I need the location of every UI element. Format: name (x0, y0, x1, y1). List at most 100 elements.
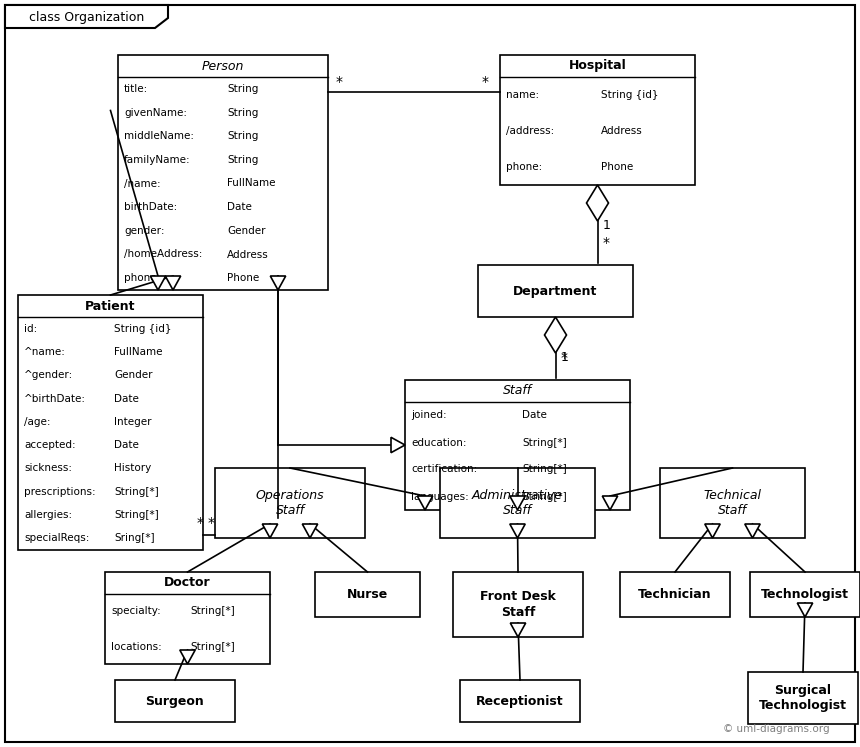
Text: Phone: Phone (601, 162, 634, 172)
Bar (315, 572, 420, 617)
Bar (500, 55, 695, 185)
Text: /homeAddress:: /homeAddress: (124, 249, 202, 259)
Bar (478, 265, 633, 317)
Text: Date: Date (227, 202, 252, 212)
Bar (460, 680, 580, 722)
Text: String {id}: String {id} (601, 90, 659, 100)
Text: Front Desk
Staff: Front Desk Staff (480, 590, 556, 619)
Text: String[*]: String[*] (522, 438, 567, 447)
Polygon shape (587, 185, 609, 221)
Polygon shape (510, 623, 525, 637)
Polygon shape (5, 5, 168, 28)
Bar (215, 468, 365, 538)
Text: Technician: Technician (638, 588, 712, 601)
Bar (18, 295, 203, 550)
Bar (748, 672, 858, 724)
Text: prescriptions:: prescriptions: (24, 487, 95, 497)
Bar (105, 572, 270, 664)
Text: /age:: /age: (24, 417, 51, 427)
Bar (750, 572, 860, 617)
Text: String[*]: String[*] (522, 492, 567, 501)
Text: accepted:: accepted: (24, 440, 76, 450)
Text: © uml-diagrams.org: © uml-diagrams.org (723, 724, 830, 734)
Text: phone:: phone: (124, 273, 160, 283)
Text: specialReqs:: specialReqs: (24, 533, 89, 543)
Polygon shape (391, 437, 405, 453)
Text: familyName:: familyName: (124, 155, 191, 165)
Text: birthDate:: birthDate: (124, 202, 177, 212)
Text: Hospital: Hospital (568, 60, 626, 72)
Text: Technologist: Technologist (761, 588, 849, 601)
Text: id:: id: (24, 323, 37, 334)
Bar (453, 572, 583, 637)
Text: String: String (227, 155, 259, 165)
Text: String[*]: String[*] (114, 510, 159, 520)
Text: FullName: FullName (114, 347, 163, 357)
Text: Gender: Gender (227, 226, 266, 236)
Text: Patient: Patient (85, 300, 136, 312)
Text: Date: Date (522, 411, 547, 421)
Text: gender:: gender: (124, 226, 164, 236)
Text: String: String (227, 108, 259, 117)
Polygon shape (270, 276, 286, 290)
Text: languages:: languages: (411, 492, 469, 501)
Text: String[*]: String[*] (191, 642, 236, 651)
Text: /name:: /name: (124, 179, 161, 188)
Text: joined:: joined: (411, 411, 446, 421)
Text: Address: Address (601, 126, 643, 136)
Bar (115, 680, 235, 722)
Text: Integer: Integer (114, 417, 151, 427)
Text: Administrative
Staff: Administrative Staff (472, 489, 563, 517)
Bar (660, 468, 805, 538)
Polygon shape (165, 276, 181, 290)
Text: *: * (561, 351, 568, 365)
Text: History: History (114, 463, 151, 474)
Text: String {id}: String {id} (114, 323, 172, 334)
Text: String: String (227, 84, 259, 94)
Bar (118, 55, 328, 290)
Text: givenName:: givenName: (124, 108, 187, 117)
Text: /address:: /address: (506, 126, 554, 136)
Text: Department: Department (513, 285, 598, 297)
Text: Surgeon: Surgeon (145, 695, 205, 707)
Text: String[*]: String[*] (191, 607, 236, 616)
Text: class Organization: class Organization (29, 10, 144, 23)
Polygon shape (262, 524, 278, 538)
Polygon shape (510, 496, 525, 510)
Text: Date: Date (114, 394, 139, 403)
Text: phone:: phone: (506, 162, 543, 172)
Text: Doctor: Doctor (164, 577, 211, 589)
Text: 1: 1 (561, 351, 568, 364)
Text: education:: education: (411, 438, 466, 447)
Text: title:: title: (124, 84, 148, 94)
Text: allergies:: allergies: (24, 510, 72, 520)
Text: ^name:: ^name: (24, 347, 66, 357)
Text: Operations
Staff: Operations Staff (255, 489, 324, 517)
Text: specialty:: specialty: (111, 607, 161, 616)
Polygon shape (180, 650, 195, 664)
Text: String: String (227, 131, 259, 141)
Bar (620, 572, 730, 617)
Polygon shape (602, 496, 617, 510)
Text: String[*]: String[*] (522, 465, 567, 474)
Text: Phone: Phone (227, 273, 260, 283)
Text: Technical
Staff: Technical Staff (703, 489, 761, 517)
Polygon shape (417, 496, 433, 510)
Text: ^gender:: ^gender: (24, 371, 73, 380)
Polygon shape (745, 524, 760, 538)
Text: *: * (197, 516, 204, 530)
Text: Nurse: Nurse (347, 588, 388, 601)
Polygon shape (797, 603, 813, 617)
Bar (405, 380, 630, 510)
Text: middleName:: middleName: (124, 131, 194, 141)
Polygon shape (150, 276, 166, 290)
Text: *: * (336, 75, 343, 89)
Text: Date: Date (114, 440, 139, 450)
Text: Receptionist: Receptionist (476, 695, 564, 707)
Text: Staff: Staff (503, 385, 532, 397)
Polygon shape (510, 524, 525, 538)
Text: sickness:: sickness: (24, 463, 72, 474)
Text: String[*]: String[*] (114, 487, 159, 497)
Text: 1: 1 (603, 219, 611, 232)
Text: Surgical
Technologist: Surgical Technologist (759, 684, 847, 712)
